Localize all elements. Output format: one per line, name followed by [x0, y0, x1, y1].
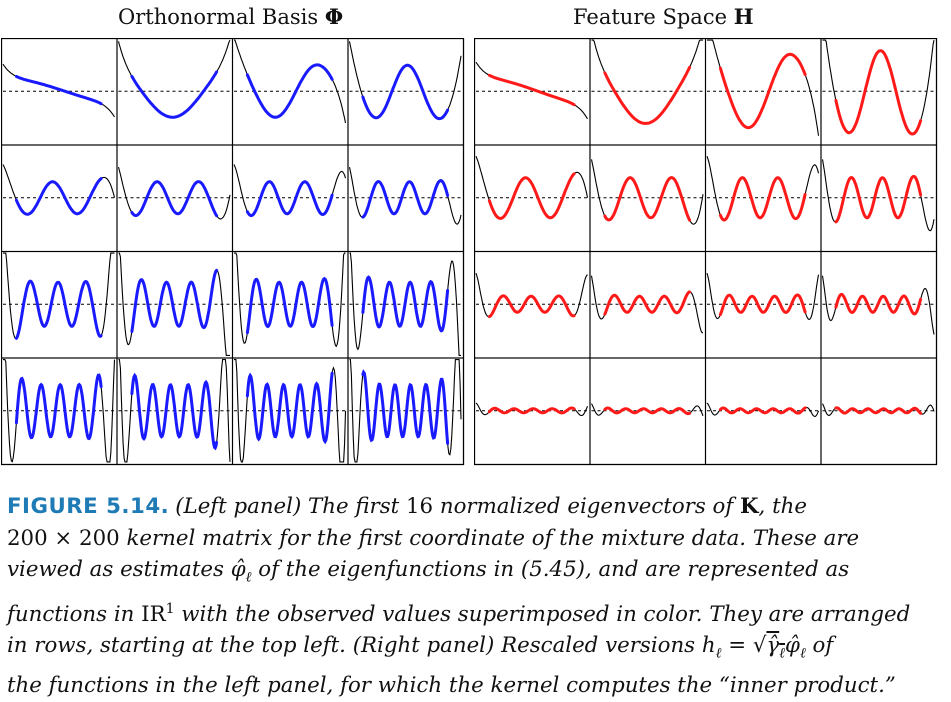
left-panel-title: Orthonormal Basis Φ — [118, 4, 344, 29]
observed-values-overlay — [130, 372, 219, 451]
left-cell-12 — [347, 250, 465, 359]
caption-line-2: 200 × 200 kernel matrix for the first co… — [7, 525, 860, 551]
function-curve — [707, 39, 820, 136]
left-cell-16 — [347, 357, 465, 466]
observed-values-overlay — [603, 65, 692, 125]
cell-border — [820, 38, 938, 146]
caption-line-1: FIGURE 5.14. (Left panel) The first 16 no… — [7, 494, 807, 519]
cell-border — [1, 250, 118, 359]
observed-values-overlay — [718, 52, 807, 130]
cell-border — [347, 357, 465, 466]
left-cell-11 — [231, 250, 349, 359]
observed-values-overlay — [14, 279, 103, 340]
observed-values-overlay — [361, 275, 450, 333]
observed-values-overlay — [245, 371, 334, 445]
observed-values-overlay — [603, 176, 692, 222]
left-cell-8 — [347, 144, 465, 253]
observed-values-overlay — [361, 63, 450, 121]
observed-values-overlay — [487, 294, 576, 319]
caption-line-5: in rows, starting at the top left. (Righ… — [7, 633, 834, 662]
observed-values-overlay — [130, 180, 219, 218]
right-cell-15 — [704, 357, 822, 466]
cell-border — [474, 38, 591, 146]
right-panel-feature-grid — [474, 38, 938, 466]
caption-line-3: viewed as estimates φ̂ℓ of the eigenfunc… — [7, 557, 850, 586]
observed-values-overlay — [487, 406, 576, 415]
observed-values-overlay — [718, 293, 807, 317]
figure-label: FIGURE 5.14. — [7, 494, 170, 519]
left-cell-14 — [116, 357, 234, 466]
function-curve — [821, 159, 935, 232]
observed-values-overlay — [361, 369, 450, 445]
observed-values-overlay — [130, 268, 219, 333]
observed-values-overlay — [718, 406, 807, 415]
cell-border — [231, 38, 349, 146]
observed-values-overlay — [245, 180, 334, 218]
observed-values-overlay — [603, 406, 692, 416]
observed-values-overlay — [245, 63, 334, 119]
figure-caption: FIGURE 5.14. (Left panel) The first 16 no… — [7, 491, 947, 702]
left-cell-13 — [1, 357, 118, 466]
right-panel-title: Feature Space H — [573, 4, 754, 29]
right-cell-12 — [820, 250, 938, 359]
right-cell-1 — [474, 38, 591, 146]
observed-values-overlay — [834, 174, 923, 224]
left-cell-9 — [1, 250, 118, 359]
cell-border — [347, 38, 465, 146]
caption-line-4: functions in IR1 with the observed value… — [7, 600, 911, 627]
function-curve — [822, 39, 935, 135]
right-cell-8 — [820, 144, 938, 253]
cell-border — [589, 144, 707, 253]
observed-values-overlay — [487, 73, 576, 107]
left-cell-10 — [116, 250, 234, 359]
left-cell-6 — [116, 144, 234, 253]
right-cell-3 — [704, 38, 822, 146]
observed-values-overlay — [14, 373, 103, 441]
cell-border — [474, 144, 591, 253]
right-cell-9 — [474, 250, 591, 359]
observed-values-overlay — [130, 70, 219, 119]
right-cell-16 — [820, 357, 938, 466]
left-cell-1 — [1, 38, 118, 146]
observed-values-overlay — [834, 406, 923, 415]
right-cell-5 — [474, 144, 591, 253]
right-cell-2 — [589, 38, 707, 146]
cell-border — [589, 38, 707, 146]
left-cell-7 — [231, 144, 349, 253]
caption-line-6: the functions in the left panel, for whi… — [7, 673, 896, 699]
right-cell-13 — [474, 357, 591, 466]
observed-values-overlay — [245, 276, 334, 335]
right-cell-11 — [704, 250, 822, 359]
left-cell-5 — [1, 144, 118, 253]
left-cell-2 — [116, 38, 234, 146]
left-cell-3 — [231, 38, 349, 146]
left-panel-eigenvector-grid — [1, 38, 465, 466]
right-cell-4 — [820, 38, 938, 146]
right-cell-7 — [704, 144, 822, 253]
left-cell-4 — [347, 38, 465, 146]
observed-values-overlay — [14, 177, 103, 216]
right-cell-6 — [589, 144, 707, 253]
observed-values-overlay — [834, 49, 923, 136]
cell-border — [1, 144, 118, 253]
cell-border — [116, 38, 234, 146]
cell-border — [1, 38, 118, 146]
observed-values-overlay — [603, 290, 692, 316]
right-cell-10 — [589, 250, 707, 359]
observed-values-overlay — [487, 172, 576, 220]
cell-border — [474, 250, 591, 359]
cell-border — [704, 38, 822, 146]
observed-values-overlay — [361, 179, 450, 219]
cell-border — [820, 144, 938, 253]
left-cell-15 — [231, 357, 349, 466]
cell-border — [347, 144, 465, 253]
observed-values-overlay — [718, 176, 807, 222]
right-cell-14 — [589, 357, 707, 466]
cell-border — [116, 144, 234, 253]
cell-border — [820, 357, 938, 466]
observed-values-overlay — [14, 74, 103, 106]
observed-values-overlay — [834, 292, 923, 316]
